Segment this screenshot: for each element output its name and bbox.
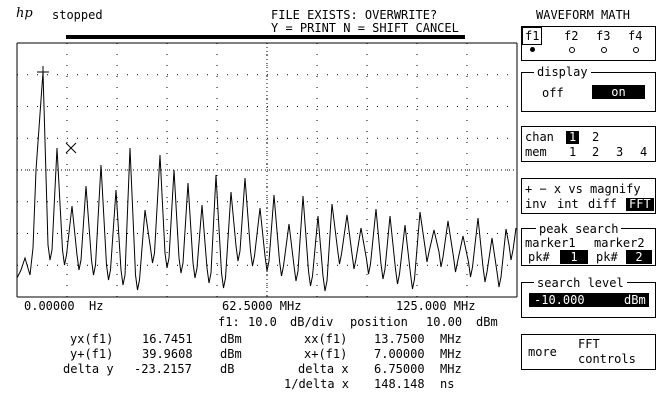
chan-2[interactable]: 2 [592, 130, 600, 144]
menu-title: WAVEFORM MATH [536, 8, 630, 22]
chan-1[interactable]: 1 [566, 131, 580, 144]
x-axis-end: 125.000 MHz [396, 299, 476, 313]
mem-2[interactable]: 2 [592, 145, 600, 159]
unselected-dot-indicator [633, 47, 639, 53]
unselected-dot-indicator [601, 47, 607, 53]
meas-inv-delta-x-label: 1/delta x [284, 377, 350, 391]
scale-value: 10.0 [248, 315, 277, 329]
more-label: more [528, 345, 557, 359]
display-softkey[interactable]: display off on [521, 66, 656, 112]
pk2-label: pk# [596, 250, 618, 264]
scale-unit: dB/div [290, 315, 334, 329]
peak-search-label: peak search [536, 223, 622, 235]
mem-1[interactable]: 1 [569, 145, 577, 159]
meas-delta-x-unit: MHz [440, 362, 462, 376]
unselected-dot-indicator [569, 47, 575, 53]
meas-yx-label: yx(f1) [70, 332, 114, 346]
peak-search-softkey[interactable]: peak search marker1 marker2 pk# 1 pk# 2 [521, 223, 656, 266]
meas-delta-y-label: delta y [63, 362, 114, 376]
search-level-value: -10.000 [534, 293, 585, 307]
source-softkey[interactable]: chan 1 2 mem 1 2 3 4 [521, 126, 656, 162]
selected-dot-indicator [530, 47, 535, 52]
meas-x-plus-value: 7.00000 [374, 347, 425, 361]
display-off[interactable]: off [542, 86, 564, 100]
meas-xx-value: 13.7500 [374, 332, 425, 346]
search-level-field[interactable] [529, 293, 649, 307]
op-fft[interactable]: FFT [626, 198, 654, 211]
mem-3[interactable]: 3 [616, 145, 624, 159]
meas-y-plus-value: 39.9608 [142, 347, 193, 361]
scale-func: f1: [218, 315, 240, 329]
pk1-label: pk# [528, 250, 550, 264]
pk1-value[interactable]: 1 [560, 250, 588, 264]
meas-x-plus-label: x+(f1) [304, 347, 348, 361]
markers [37, 66, 77, 154]
position-value: 10.00 [426, 315, 463, 329]
meas-delta-x-label: delta x [298, 362, 349, 376]
x-axis-center: 62.5000 MHz [222, 299, 302, 313]
op-int[interactable]: int [557, 197, 579, 211]
more-fft-controls-softkey[interactable]: more FFT controls [521, 334, 656, 370]
meas-delta-y-value: -23.2157 [134, 362, 192, 376]
search-level-softkey[interactable]: search level -10.000 dBm [521, 277, 656, 318]
meas-delta-x-value: 6.75000 [374, 362, 425, 376]
marker-x [65, 142, 77, 154]
operator-line1: + − x vs magnify [525, 182, 641, 196]
position-unit: dBm [476, 315, 498, 329]
func-f3[interactable]: f3 [596, 29, 611, 43]
meas-yx-unit: dBm [220, 332, 242, 346]
search-level-label: search level [534, 277, 627, 289]
func-f1[interactable]: f1 [525, 29, 540, 43]
mem-label: mem [525, 145, 547, 159]
mem-4[interactable]: 4 [640, 145, 648, 159]
op-inv[interactable]: inv [525, 197, 547, 211]
chan-label: chan [525, 130, 554, 144]
operator-softkey[interactable]: + − x vs magnify inv int diff FFT [521, 178, 656, 214]
func-f4[interactable]: f4 [628, 29, 643, 43]
meas-xx-unit: MHz [440, 332, 462, 346]
pk2-value[interactable]: 2 [626, 250, 652, 264]
display-on-text: on [611, 85, 626, 99]
marker1-label: marker1 [525, 236, 576, 250]
meas-y-plus-label: y+(f1) [70, 347, 114, 361]
marker2-label: marker2 [594, 236, 645, 250]
time-bar [66, 35, 465, 39]
position-label: position [350, 315, 408, 329]
op-diff[interactable]: diff [588, 197, 617, 211]
meas-x-plus-unit: MHz [440, 347, 462, 361]
x-axis-start: 0.00000 Hz [24, 299, 104, 313]
meas-delta-y-unit: dB [220, 362, 235, 376]
meas-y-plus-unit: dBm [220, 347, 242, 361]
search-level-unit: dBm [624, 293, 646, 307]
function-select-softkey[interactable]: f1 f2 f3 f4 [521, 26, 656, 61]
meas-yx-value: 16.7451 [142, 332, 193, 346]
display-on[interactable]: on [592, 85, 645, 99]
meas-xx-label: xx(f1) [304, 332, 348, 346]
more-line1: FFT [578, 337, 600, 351]
func-f2[interactable]: f2 [564, 29, 579, 43]
more-line2: controls [578, 352, 636, 366]
run-state: stopped [52, 8, 103, 22]
graticule [16, 42, 518, 298]
display-label: display [534, 66, 591, 78]
meas-inv-delta-x-value: 148.148 [374, 377, 425, 391]
fft-trace [16, 71, 517, 292]
hp-logo: hp [16, 6, 33, 21]
marker-x [65, 142, 77, 154]
meas-inv-delta-x-unit: ns [440, 377, 455, 391]
prompt-line1: FILE EXISTS: OVERWRITE? [271, 8, 438, 22]
prompt-line2: Y = PRINT N = SHIFT CANCEL [271, 21, 459, 35]
